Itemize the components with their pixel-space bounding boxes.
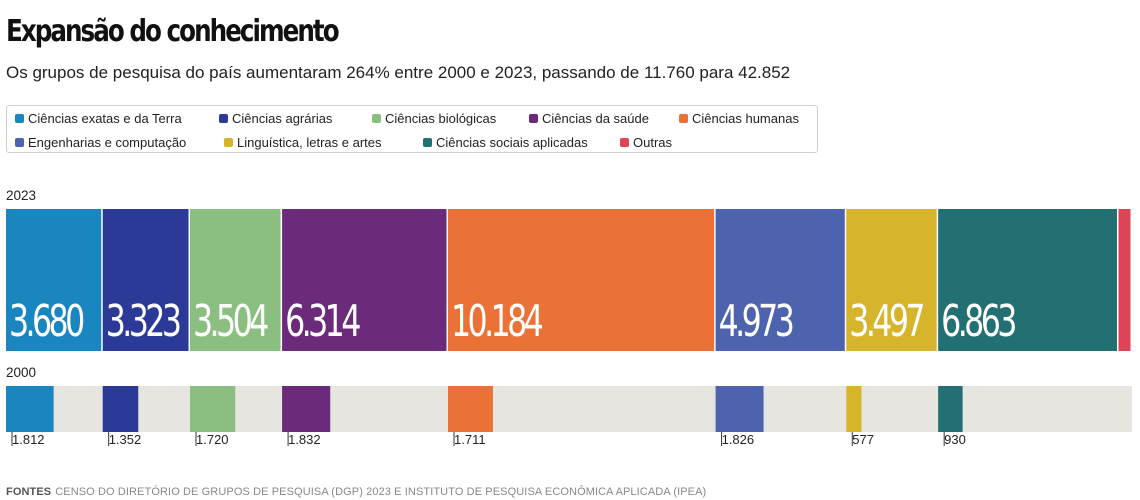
value-label-2000-humanas: 1.711	[454, 432, 486, 447]
footer-sources: FONTES CENSO DO DIRETÓRIO DE GRUPOS DE PE…	[6, 486, 706, 498]
legend-item-linguistica: Linguística, letras e artes	[224, 135, 382, 150]
legend-label-sociais: Ciências sociais aplicadas	[436, 135, 588, 150]
bar-2023-biologicas	[190, 209, 281, 351]
legend-label-outras: Outras	[633, 135, 673, 150]
legend-item-saude: Ciências da saúde	[529, 111, 649, 126]
legend-label-saude: Ciências da saúde	[542, 111, 649, 126]
value-label-2000-exatas: 1.812	[12, 432, 45, 447]
legend-swatch-sociais	[423, 138, 432, 147]
bar-2023-outras	[1118, 209, 1131, 351]
legend-swatch-outras	[620, 138, 629, 147]
legend-item-agrarias: Ciências agrárias	[219, 111, 332, 126]
chart-title: Expansão do conhecimento	[6, 14, 340, 49]
bar-2000-track	[6, 386, 1132, 432]
bar-2000-linguistica	[846, 386, 862, 432]
value-label-2000-agrarias: 1.352	[109, 432, 142, 447]
chart-subtitle: Os grupos de pesquisa do país aumentaram…	[6, 63, 791, 82]
value-label-2023-humanas: 10.184	[451, 296, 543, 348]
legend-swatch-linguistica	[224, 138, 233, 147]
legend-swatch-biologicas	[372, 114, 381, 123]
year-label-2000: 2000	[6, 365, 37, 380]
value-label-2000-biologicas: 1.720	[196, 432, 229, 447]
value-label-2000-engenharias: 1.826	[722, 432, 755, 447]
bar-2000-agrarias	[102, 386, 139, 432]
legend-swatch-engenharias	[15, 138, 24, 147]
bar-2023-engenharias	[715, 209, 845, 351]
stacked-bar-chart: 3.680 1.812 3.323 1.352 3.504 1.720 6.314 1.832…	[6, 209, 1132, 447]
value-label-2023-exatas: 3.680	[9, 296, 83, 348]
footer-label: FONTES	[6, 486, 52, 498]
value-label-2023-sociais: 6.863	[941, 296, 1015, 348]
legend-item-exatas: Ciências exatas e da Terra	[15, 111, 182, 126]
legend-swatch-humanas	[679, 114, 688, 123]
bar-2023-sociais	[938, 209, 1117, 351]
bar-2023-agrarias	[102, 209, 189, 351]
bar-2000-saude	[282, 386, 331, 432]
legend-label-engenharias: Engenharias e computação	[28, 135, 187, 150]
legend-swatch-saude	[529, 114, 538, 123]
value-label-2023-engenharias: 4.973	[719, 296, 793, 348]
value-label-2023-agrarias: 3.323	[106, 296, 180, 348]
legend-label-biologicas: Ciências biológicas	[385, 111, 497, 126]
value-label-2000-sociais: 930	[944, 432, 966, 447]
footer-text: CENSO DO DIRETÓRIO DE GRUPOS DE PESQUISA…	[55, 486, 707, 498]
legend-label-agrarias: Ciências agrárias	[232, 111, 333, 126]
value-label-2023-linguistica: 3.497	[849, 296, 923, 348]
legend-label-linguistica: Linguística, letras e artes	[237, 135, 382, 150]
bar-2023-linguistica	[846, 209, 937, 351]
value-label-2023-saude: 6.314	[285, 296, 360, 348]
legend-swatch-agrarias	[219, 114, 228, 123]
bar-2000-humanas	[448, 386, 493, 432]
value-label-2023-biologicas: 3.504	[193, 296, 268, 348]
legend-label-humanas: Ciências humanas	[692, 111, 799, 126]
legend-label-exatas: Ciências exatas e da Terra	[28, 111, 182, 126]
legend-item-sociais: Ciências sociais aplicadas	[423, 135, 588, 150]
value-label-2000-saude: 1.832	[288, 432, 321, 447]
bar-2000-engenharias	[715, 386, 764, 432]
bar-2023-saude	[282, 209, 447, 351]
bar-2000-exatas	[6, 386, 54, 432]
legend-item-engenharias: Engenharias e computação	[15, 135, 186, 150]
legend-swatch-exatas	[15, 114, 24, 123]
legend: Ciências exatas e da Terra Ciências agrá…	[6, 105, 818, 153]
legend-item-biologicas: Ciências biológicas	[372, 111, 496, 126]
value-label-2000-linguistica: 577	[852, 432, 874, 447]
bar-2023-humanas	[448, 209, 715, 351]
legend-item-outras: Outras	[620, 135, 672, 150]
bar-2000-sociais	[938, 386, 963, 432]
year-label-2023: 2023	[6, 188, 37, 203]
legend-item-humanas: Ciências humanas	[679, 111, 799, 126]
bar-2023-exatas	[6, 209, 102, 351]
bar-2000-biologicas	[190, 386, 236, 432]
